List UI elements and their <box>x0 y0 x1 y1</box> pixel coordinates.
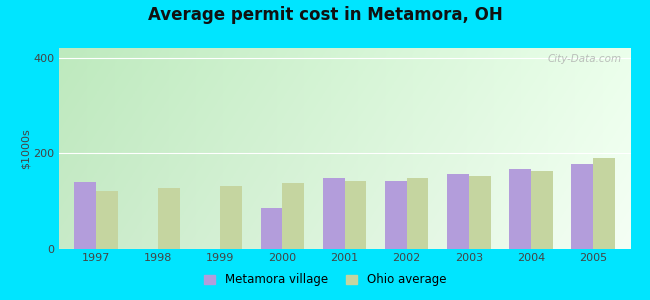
Bar <box>407 178 428 249</box>
Bar <box>571 164 593 249</box>
Bar <box>282 183 304 249</box>
Bar <box>261 208 282 249</box>
Bar <box>509 169 531 249</box>
Y-axis label: $1000s: $1000s <box>20 128 31 169</box>
Bar <box>447 174 469 249</box>
Text: Average permit cost in Metamora, OH: Average permit cost in Metamora, OH <box>148 6 502 24</box>
Bar <box>158 188 180 249</box>
Bar <box>385 181 407 249</box>
Bar <box>323 178 345 249</box>
Bar <box>96 190 118 249</box>
Bar <box>531 171 552 249</box>
Bar <box>593 158 615 249</box>
Legend: Metamora village, Ohio average: Metamora village, Ohio average <box>199 269 451 291</box>
Bar <box>220 186 242 249</box>
Bar <box>74 182 96 249</box>
Bar <box>469 176 491 249</box>
Bar <box>344 181 366 249</box>
Text: City-Data.com: City-Data.com <box>548 54 622 64</box>
